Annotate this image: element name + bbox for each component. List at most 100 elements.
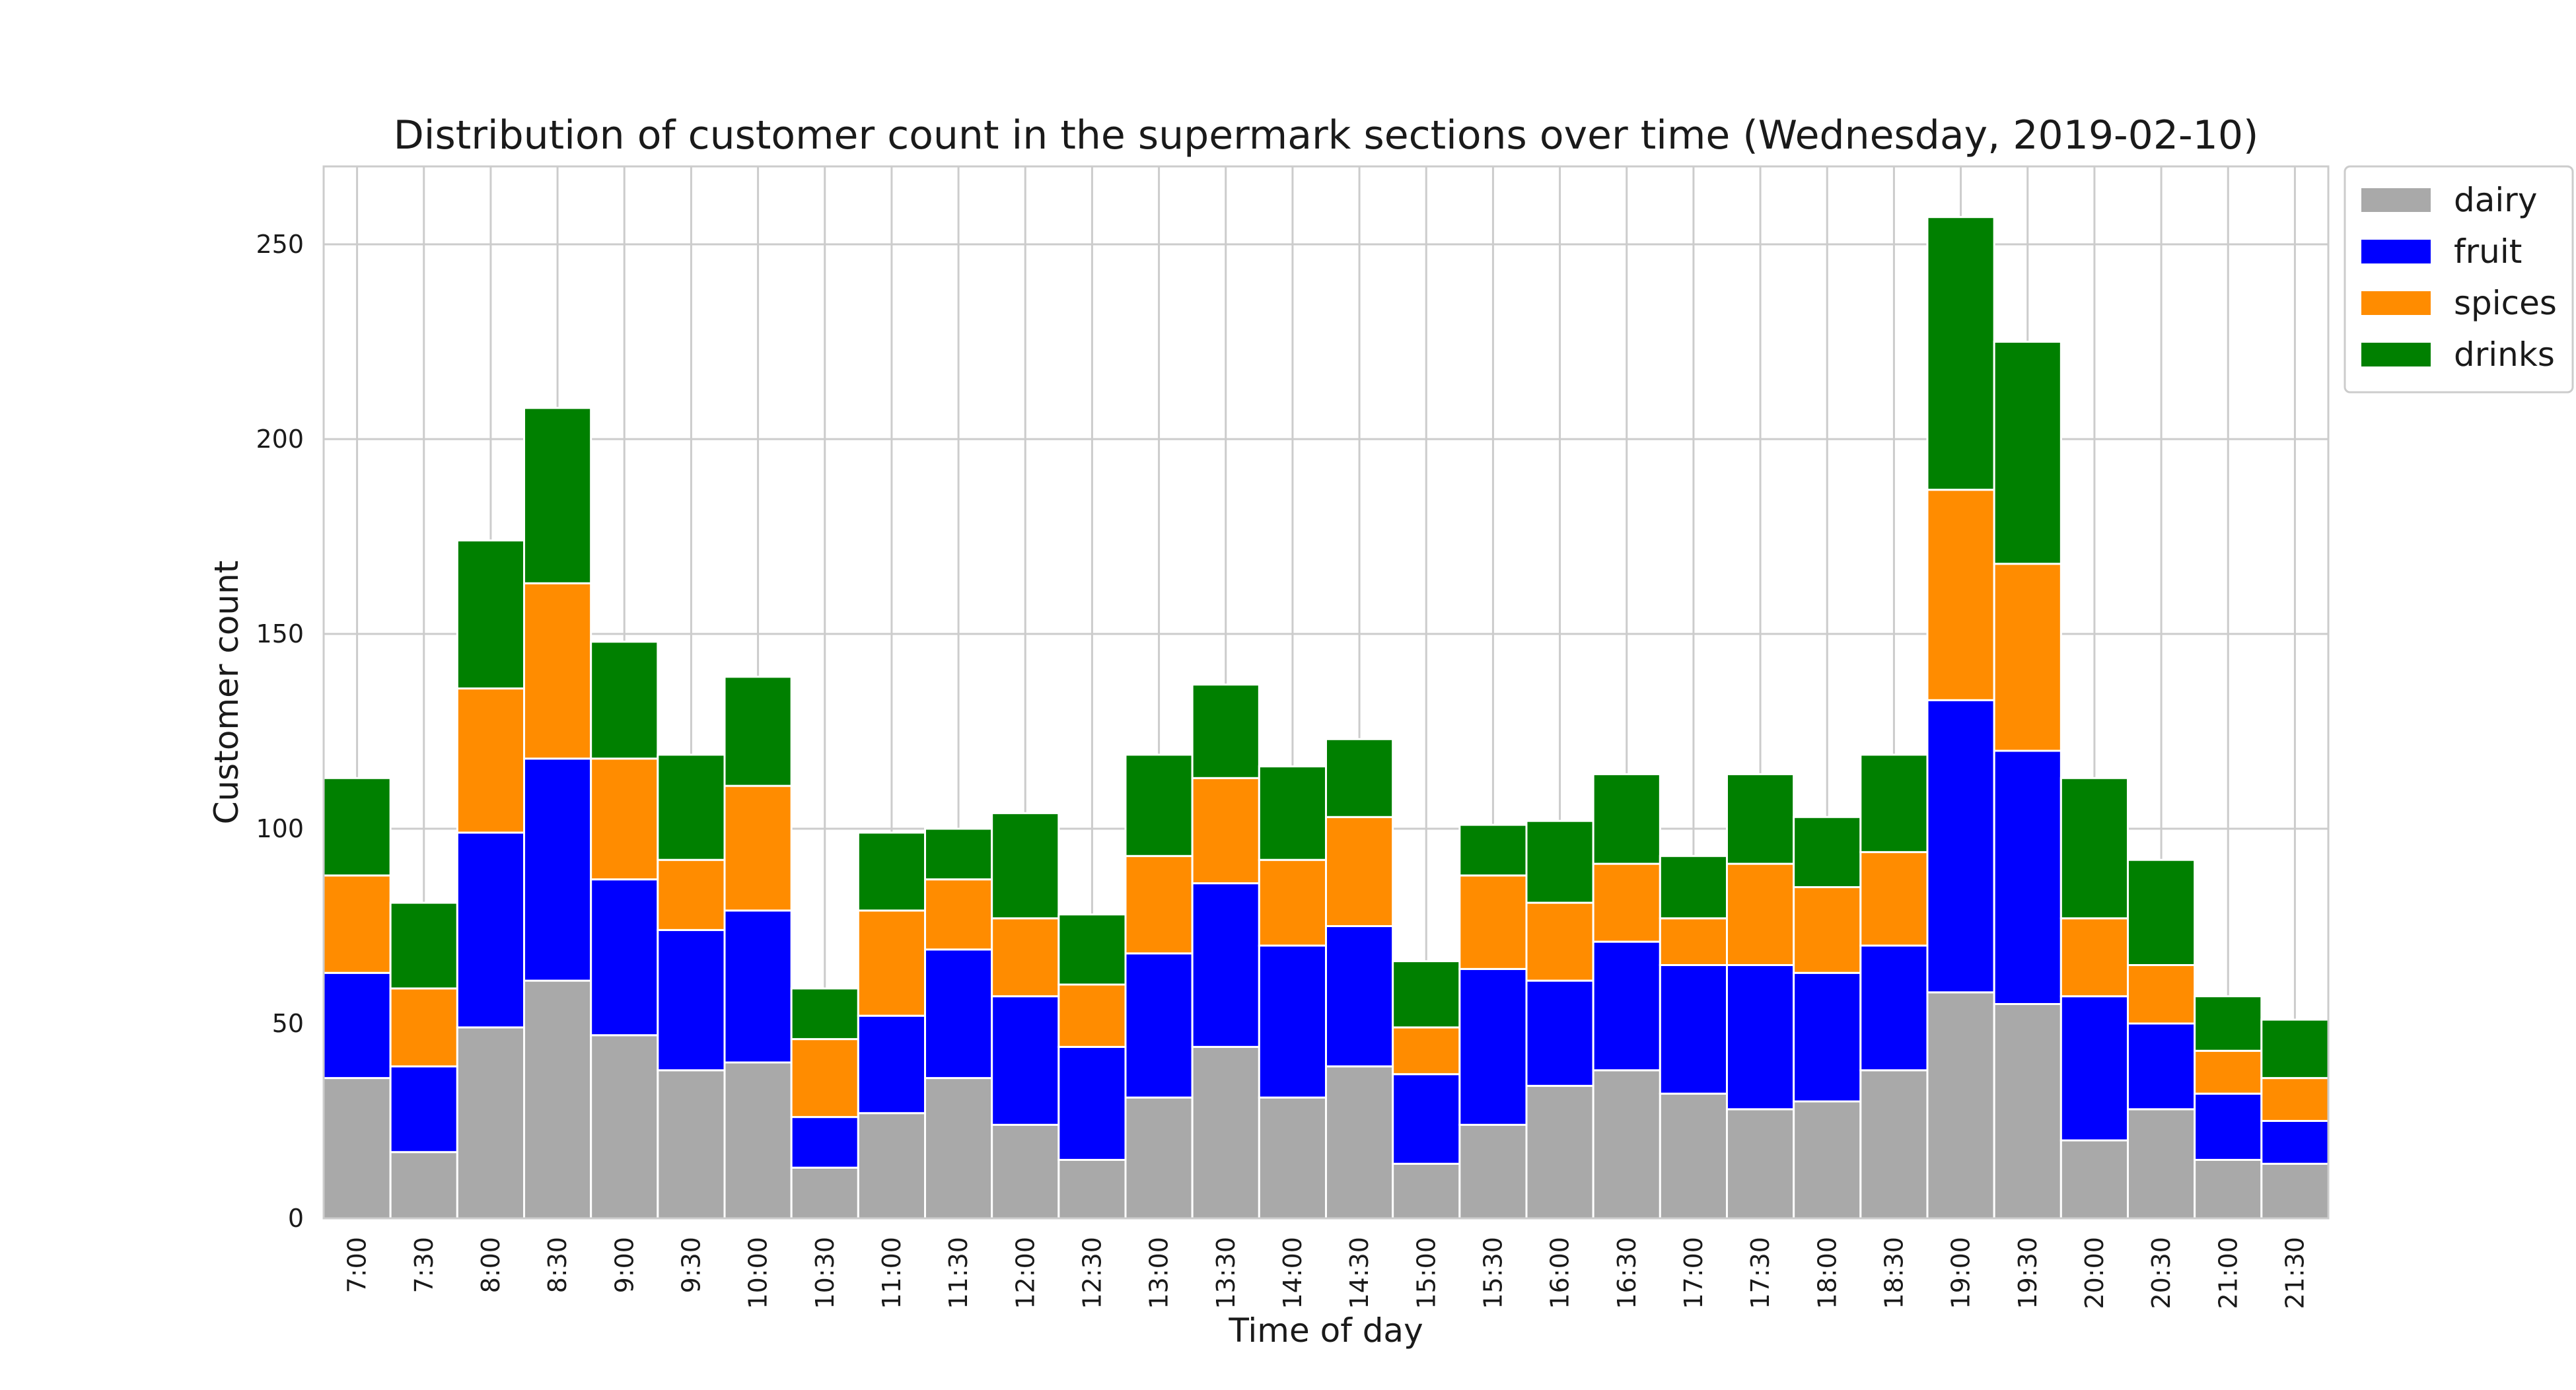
- bar-spices: [1592, 862, 1661, 943]
- legend-swatch-dairy: [2361, 188, 2431, 212]
- bar-spices: [1191, 777, 1260, 885]
- bar-drinks: [1124, 753, 1194, 857]
- chart-title: Distribution of customer count in the su…: [394, 112, 2259, 158]
- bar-drinks: [322, 777, 392, 877]
- bar-spices: [1525, 901, 1594, 982]
- x-tick-label: 12:00: [1011, 1237, 1040, 1309]
- bar-fruit: [2127, 1022, 2196, 1111]
- bar-drinks: [924, 827, 993, 881]
- x-tick-label: 15:30: [1478, 1237, 1507, 1309]
- legend: dairy fruit spices drinks: [2343, 165, 2574, 394]
- bar-drinks: [1525, 819, 1594, 904]
- x-axis-label: Time of day: [1228, 1311, 1423, 1350]
- x-tick-label: 10:30: [810, 1237, 840, 1309]
- bar-drinks: [1325, 738, 1394, 818]
- bar-fruit: [456, 831, 525, 1029]
- bar-fruit: [590, 878, 659, 1037]
- x-tick-label: 9:00: [610, 1237, 639, 1293]
- bar-fruit: [1458, 967, 1528, 1126]
- x-tick-label: 10:00: [744, 1237, 773, 1309]
- bar-spices: [389, 987, 458, 1068]
- bar-drinks: [1592, 773, 1661, 865]
- bar-spices: [1793, 886, 1862, 974]
- bar-fruit: [790, 1116, 859, 1169]
- x-tick-label: 7:00: [343, 1237, 372, 1293]
- bar-spices: [2260, 1077, 2330, 1122]
- legend-swatch-spices: [2361, 291, 2431, 315]
- y-tick-label: 250: [256, 230, 304, 259]
- bar-drinks: [2194, 995, 2263, 1052]
- bar-fruit: [1859, 944, 1929, 1072]
- x-tick-label: 14:30: [1345, 1237, 1374, 1309]
- legend-swatch-fruit: [2361, 240, 2431, 263]
- bar-spices: [1325, 816, 1394, 928]
- bar-dairy: [1191, 1045, 1260, 1220]
- bar-dairy: [2260, 1162, 2330, 1220]
- x-tick-label: 16:00: [1546, 1237, 1575, 1309]
- bar-dairy: [590, 1034, 659, 1220]
- x-tick-label: 17:00: [1679, 1237, 1708, 1309]
- bar-spices: [790, 1038, 859, 1119]
- y-axis-label: Customer count: [207, 561, 246, 825]
- bar-drinks: [1726, 773, 1795, 865]
- x-tick-label: 8:30: [543, 1237, 572, 1293]
- bar-dairy: [1926, 991, 1995, 1220]
- bar-fruit: [1592, 940, 1661, 1072]
- x-tick-label: 11:30: [944, 1237, 973, 1309]
- x-tick-label: 7:30: [410, 1237, 439, 1293]
- bar-dairy: [991, 1123, 1060, 1220]
- bar-drinks: [1258, 765, 1328, 861]
- x-tick-label: 18:30: [1879, 1237, 1908, 1309]
- bar-dairy: [1726, 1108, 1795, 1220]
- bar-dairy: [2059, 1139, 2129, 1220]
- x-tick-label: 9:30: [676, 1237, 705, 1293]
- bar-dairy: [857, 1112, 927, 1220]
- bar-dairy: [723, 1061, 793, 1220]
- bar-fruit: [857, 1014, 927, 1115]
- bar-dairy: [1124, 1096, 1194, 1220]
- bar-spices: [723, 784, 793, 912]
- x-tick-label: 15:00: [1412, 1237, 1441, 1309]
- bar-dairy: [456, 1026, 525, 1220]
- bar-spices: [1392, 1026, 1461, 1076]
- bar-spices: [1057, 983, 1127, 1048]
- bar-dairy: [1458, 1123, 1528, 1220]
- bar-spices: [2127, 964, 2196, 1025]
- x-tick-label: 12:30: [1077, 1237, 1106, 1309]
- bar-fruit: [389, 1065, 458, 1154]
- bar-fruit: [1525, 979, 1594, 1087]
- bar-fruit: [1726, 964, 1795, 1111]
- bar-dairy: [1258, 1096, 1328, 1220]
- x-tick-label: 13:00: [1145, 1237, 1174, 1309]
- bar-fruit: [1057, 1045, 1127, 1162]
- bar-spices: [1859, 851, 1929, 947]
- bar-drinks: [523, 407, 592, 584]
- bar-drinks: [1057, 913, 1127, 986]
- bar-drinks: [456, 539, 525, 690]
- bar-fruit: [523, 757, 592, 982]
- x-tick-label: 19:00: [1947, 1237, 1976, 1309]
- bar-fruit: [1325, 925, 1394, 1068]
- bar-fruit: [1258, 944, 1328, 1099]
- bar-drinks: [1926, 216, 1995, 491]
- bar-fruit: [1993, 749, 2062, 1005]
- bar-dairy: [523, 979, 592, 1220]
- legend-swatch-drinks: [2361, 343, 2431, 366]
- bar-fruit: [657, 928, 726, 1072]
- bar-spices: [322, 874, 392, 974]
- x-axis-ticks: 7:00 7:30 8:00 8:30 9:00 9:30 10:00 10:30 11:00 1…: [343, 1237, 2310, 1309]
- x-tick-label: 21:30: [2280, 1237, 2309, 1309]
- bar-fruit: [991, 995, 1060, 1126]
- bar-drinks: [2260, 1018, 2330, 1080]
- y-tick-label: 100: [256, 814, 304, 843]
- bar-fruit: [1793, 971, 1862, 1103]
- x-tick-label: 17:30: [1746, 1237, 1775, 1309]
- bar-spices: [1926, 489, 1995, 701]
- legend-label-dairy: dairy: [2454, 181, 2537, 219]
- bar-spices: [924, 878, 993, 951]
- x-tick-label: 18:00: [1812, 1237, 1842, 1309]
- bar-drinks: [1793, 816, 1862, 889]
- bar-drinks: [1458, 823, 1528, 877]
- bar-dairy: [1659, 1092, 1728, 1220]
